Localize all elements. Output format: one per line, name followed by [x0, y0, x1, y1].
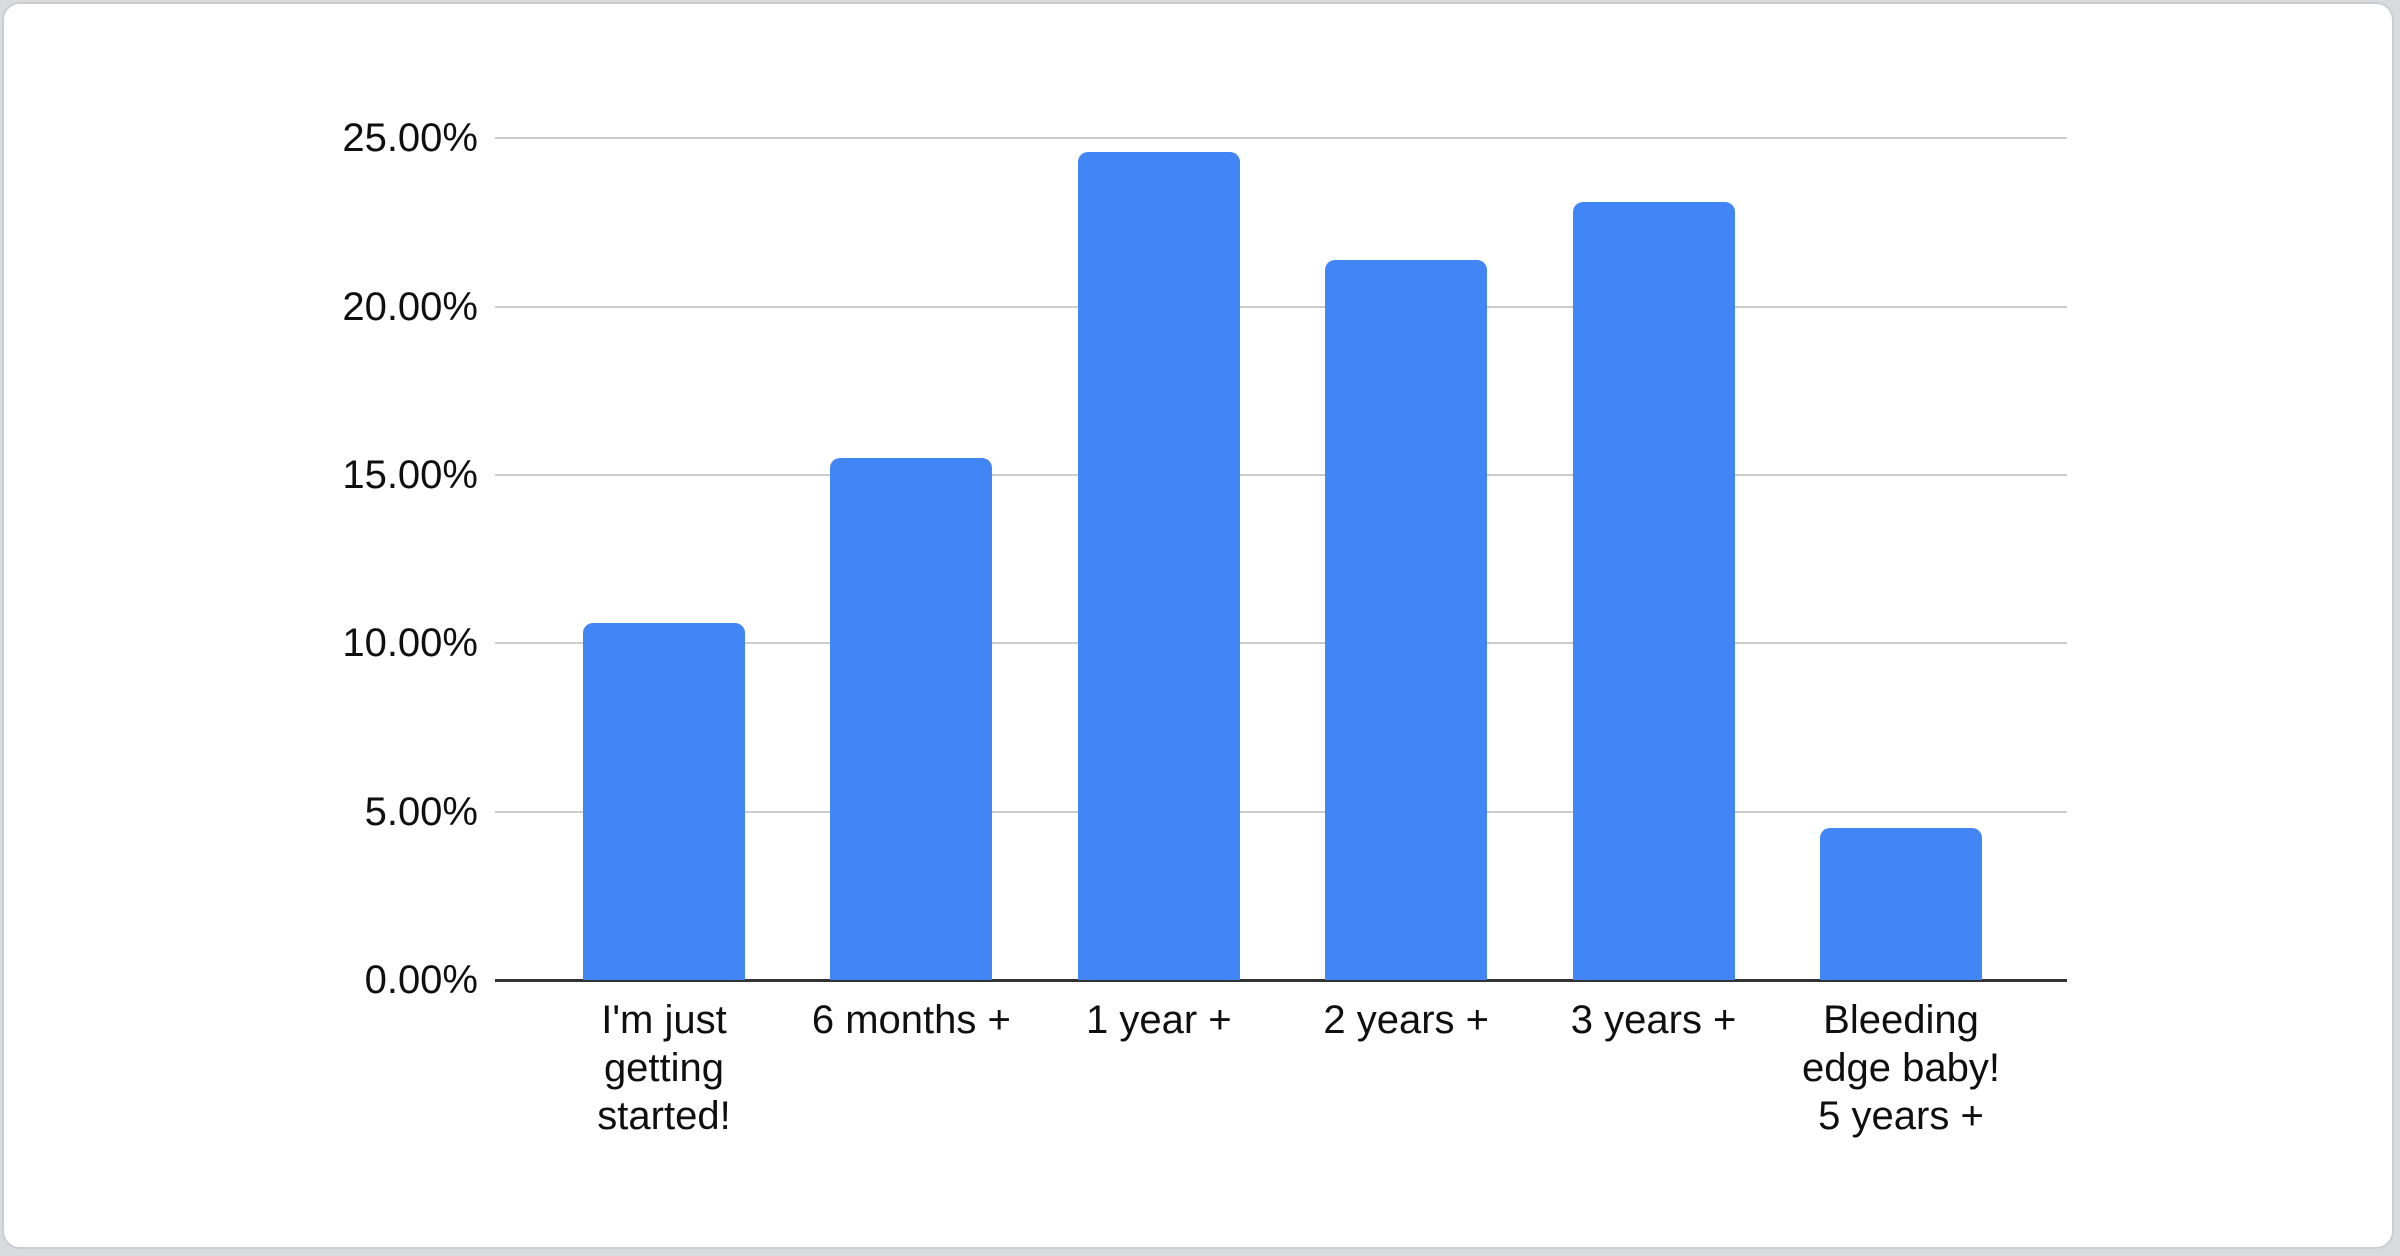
bar: [583, 623, 745, 980]
x-axis-category-label: I'm just getting started!: [597, 998, 731, 1138]
y-axis-tick-label: 5.00%: [364, 789, 478, 834]
y-axis-tick-label: 20.00%: [342, 284, 478, 329]
gridline: [495, 642, 2067, 645]
x-axis-category-label: Bleeding edge baby! 5 years +: [1802, 998, 2000, 1138]
gridline: [495, 810, 2067, 813]
gridline: [495, 137, 2067, 140]
x-axis-category-label: 6 months +: [811, 998, 1011, 1042]
x-axis-category-label: 2 years +: [1323, 998, 1490, 1042]
y-axis-tick-label: 25.00%: [342, 116, 478, 161]
y-axis-tick-label: 0.00%: [364, 958, 478, 1002]
gridline: [495, 473, 2067, 476]
bar: [830, 458, 993, 980]
x-axis-category-label: 3 years +: [1570, 998, 1737, 1042]
gridline: [495, 305, 2067, 308]
bar: [1077, 151, 1240, 980]
x-axis-baseline: [495, 978, 2067, 982]
bar: [1325, 259, 1488, 980]
y-axis-tick-label: 15.00%: [342, 452, 478, 497]
y-axis-tick-label: 10.00%: [342, 621, 478, 666]
bar: [1820, 828, 1982, 980]
bar: [1572, 202, 1735, 980]
x-axis-category-label: 1 year +: [1085, 998, 1232, 1042]
